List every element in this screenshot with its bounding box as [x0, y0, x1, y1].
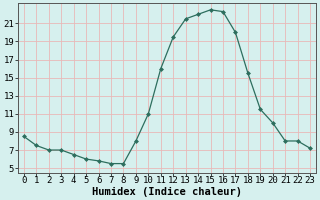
X-axis label: Humidex (Indice chaleur): Humidex (Indice chaleur) — [92, 186, 242, 197]
